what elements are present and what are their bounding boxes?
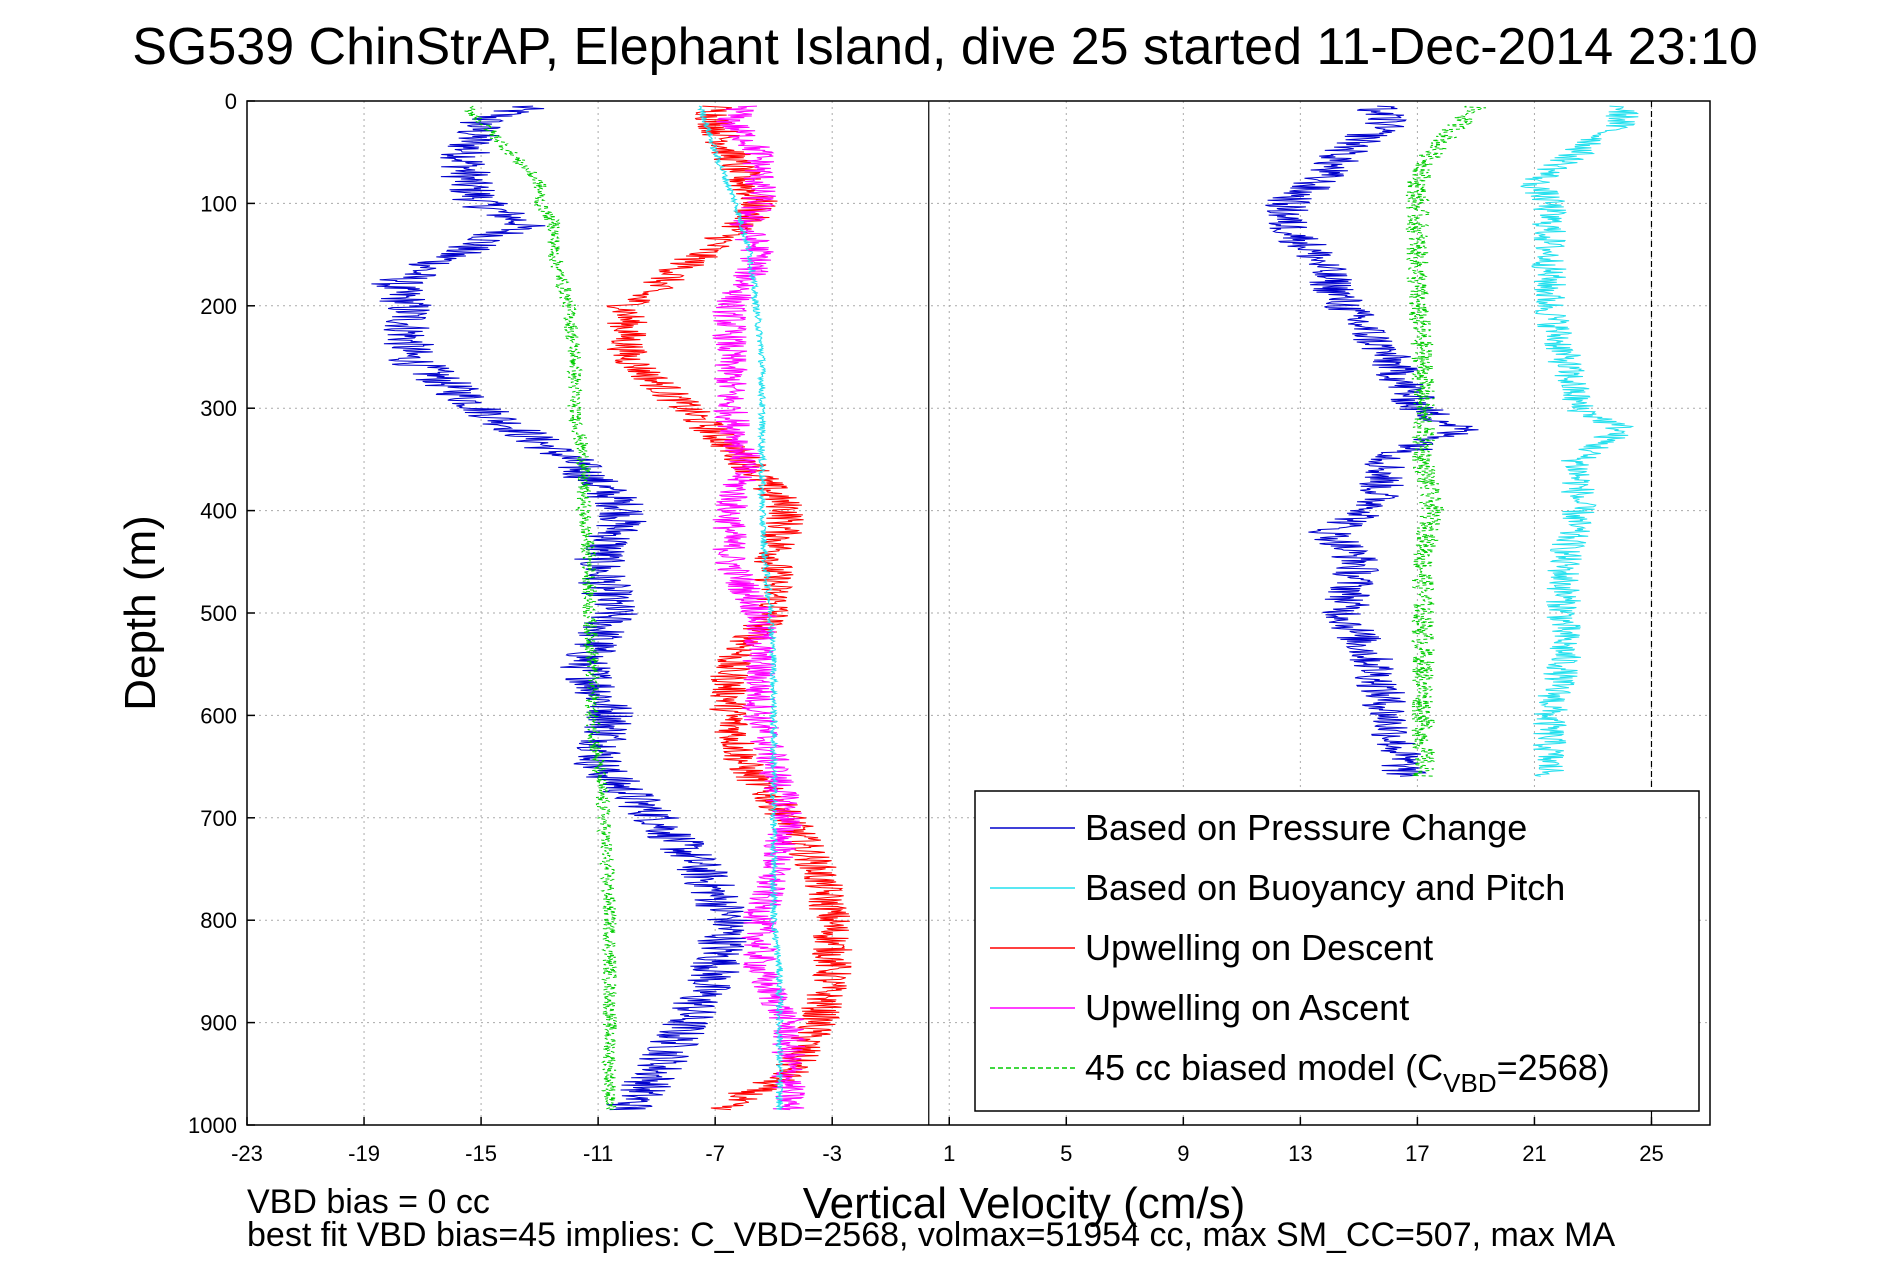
x-tick-label: -15 xyxy=(465,1141,497,1166)
footnote-line-1: VBD bias = 0 cc xyxy=(247,1183,490,1221)
series-ascent xyxy=(712,105,806,1111)
series-descent xyxy=(606,105,853,1111)
legend-box xyxy=(974,790,1700,1112)
plot-frame xyxy=(246,100,1711,1126)
x-tick-label: 13 xyxy=(1288,1141,1312,1166)
x-tick-label: -23 xyxy=(231,1141,263,1166)
y-tick-label: 1000 xyxy=(188,1113,237,1138)
x-tick-label: -19 xyxy=(348,1141,380,1166)
series-buoyancy xyxy=(696,105,785,1111)
legend-label-descent: Upwelling on Descent xyxy=(1085,927,1433,968)
series-model xyxy=(1405,105,1487,777)
y-tick-labels: 0 100 200 300 400 500 600 700 800 900 1000 xyxy=(188,89,237,1138)
x-tick-label: -3 xyxy=(822,1141,842,1166)
y-tick-label: 800 xyxy=(200,908,237,933)
y-tick-label: 500 xyxy=(200,601,237,626)
x-tick-label: -11 xyxy=(583,1141,613,1166)
x-tick-label: 21 xyxy=(1522,1141,1546,1166)
x-tick-label: 9 xyxy=(1177,1141,1189,1166)
series-buoyancy xyxy=(1520,105,1639,777)
legend-label-buoyancy: Based on Buoyancy and Pitch xyxy=(1085,867,1565,908)
legend-label-pressure: Based on Pressure Change xyxy=(1085,807,1527,848)
series-model xyxy=(464,105,619,1111)
x-tick-label: 17 xyxy=(1405,1141,1429,1166)
y-tick-label: 600 xyxy=(200,703,237,728)
x-tick-labels: -23 -19 -15 -11 -7 -3 1 5 9 13 17 21 25 xyxy=(231,1141,1664,1166)
y-tick-label: 300 xyxy=(200,396,237,421)
y-tick-label: 0 xyxy=(225,89,237,114)
x-tick-label: 25 xyxy=(1639,1141,1663,1166)
legend: Based on Pressure Change Based on Buoyanc… xyxy=(974,790,1700,1112)
x-tick-label: 1 xyxy=(943,1141,955,1166)
x-axis-label: Vertical Velocity (cm/s) xyxy=(803,1179,1246,1228)
y-tick-label: 100 xyxy=(200,191,237,216)
plot-traces xyxy=(371,105,1639,1111)
series-pressure xyxy=(1265,105,1479,777)
legend-label-ascent: Upwelling on Ascent xyxy=(1085,987,1409,1028)
y-tick-label: 900 xyxy=(200,1011,237,1036)
footnote-line-2: best fit VBD bias=45 implies: C_VBD=2568… xyxy=(247,1216,1616,1254)
x-tick-label: 5 xyxy=(1060,1141,1072,1166)
y-axis-label: Depth (m) xyxy=(116,515,165,711)
series-pressure xyxy=(371,105,753,1111)
legend-label-model: 45 cc biased model (CVBD=2568) xyxy=(1085,1047,1610,1098)
y-tick-label: 200 xyxy=(200,294,237,319)
figure-title: SG539 ChinStrAP, Elephant Island, dive 2… xyxy=(132,18,1758,76)
y-tick-label: 700 xyxy=(200,806,237,831)
x-tick-label: -7 xyxy=(705,1141,725,1166)
y-tick-label: 400 xyxy=(200,499,237,524)
